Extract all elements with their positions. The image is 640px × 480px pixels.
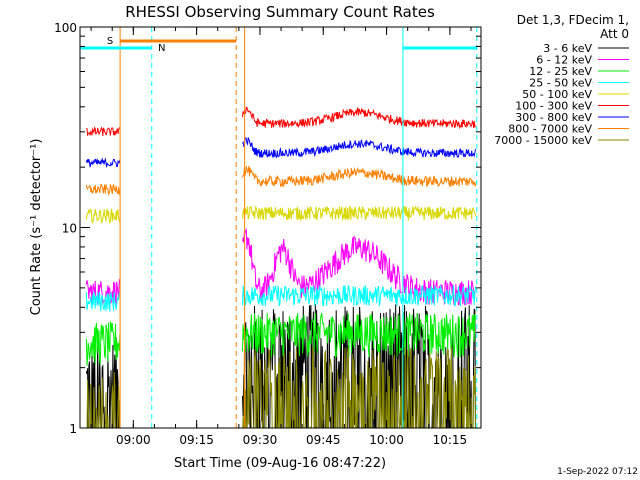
series-line-0-seg0 [85, 337, 121, 428]
series-line-4-seg1 [242, 205, 476, 222]
legend-header-line-2: Att 0 [600, 27, 629, 41]
series-line-7-seg1 [242, 165, 476, 188]
series-line-1-seg1 [242, 227, 476, 306]
marker-layer: SN [80, 27, 478, 428]
series-line-8-seg0 [86, 371, 120, 428]
legend-entry-label: 25 - 50 keV [529, 77, 592, 90]
x-tick-label: 09:15 [179, 433, 214, 447]
x-tick-label: 10:15 [433, 433, 468, 447]
series-line-6-seg0 [85, 157, 121, 168]
marker-label-S: S [107, 36, 113, 47]
series-line-3-seg0 [85, 291, 121, 312]
chart-title: RHESSI Observing Summary Count Rates [125, 3, 435, 21]
y-axis-label: Count Rate (s⁻¹ detector⁻¹) [29, 139, 44, 316]
x-tick-label: 09:30 [243, 433, 278, 447]
series-line-2-seg1 [242, 312, 476, 359]
legend-entry-label: 3 - 6 keV [543, 42, 592, 55]
series-line-5-seg1 [242, 106, 476, 130]
series-line-8-seg1 [242, 346, 476, 428]
legend-header-line-1: Det 1,3, FDecim 1, [517, 13, 629, 27]
x-tick-label: 09:45 [306, 433, 341, 447]
series-line-5-seg0 [86, 126, 121, 137]
x-axis-label: Start Time (09-Aug-16 08:47:22) [174, 456, 386, 471]
legend-entry-label: 6 - 12 keV [536, 54, 592, 67]
y-tick-label: 1 [69, 422, 77, 436]
series-line-2-seg0 [85, 320, 121, 366]
legend-entry-label: 7000 - 15000 keV [494, 134, 592, 147]
marker-label-N: N [158, 43, 165, 54]
y-tick-label: 100 [54, 21, 77, 35]
legend-entry-label: 12 - 25 keV [529, 65, 592, 78]
series-line-4-seg0 [85, 208, 121, 225]
series-line-3-seg1 [242, 284, 476, 308]
series-line-6-seg1 [242, 137, 476, 159]
legend-entry-label: 50 - 100 keV [522, 88, 592, 101]
x-tick-label: 10:00 [369, 433, 404, 447]
footer-date: 1-Sep-2022 07:12 [557, 467, 638, 477]
y-tick-label: 10 [62, 222, 77, 236]
series-layer [85, 106, 476, 428]
legend-entry-label: 300 - 800 keV [515, 111, 592, 124]
x-tick-label: 09:00 [116, 433, 151, 447]
series-line-7-seg0 [85, 183, 121, 196]
tick-layer: 09:00 09:15 09:30 09:45 10:00 10:15 1 10 100 [54, 21, 481, 447]
legend-entry-label: 100 - 300 keV [515, 100, 592, 113]
legend-entry-label: 800 - 7000 keV [508, 123, 592, 136]
